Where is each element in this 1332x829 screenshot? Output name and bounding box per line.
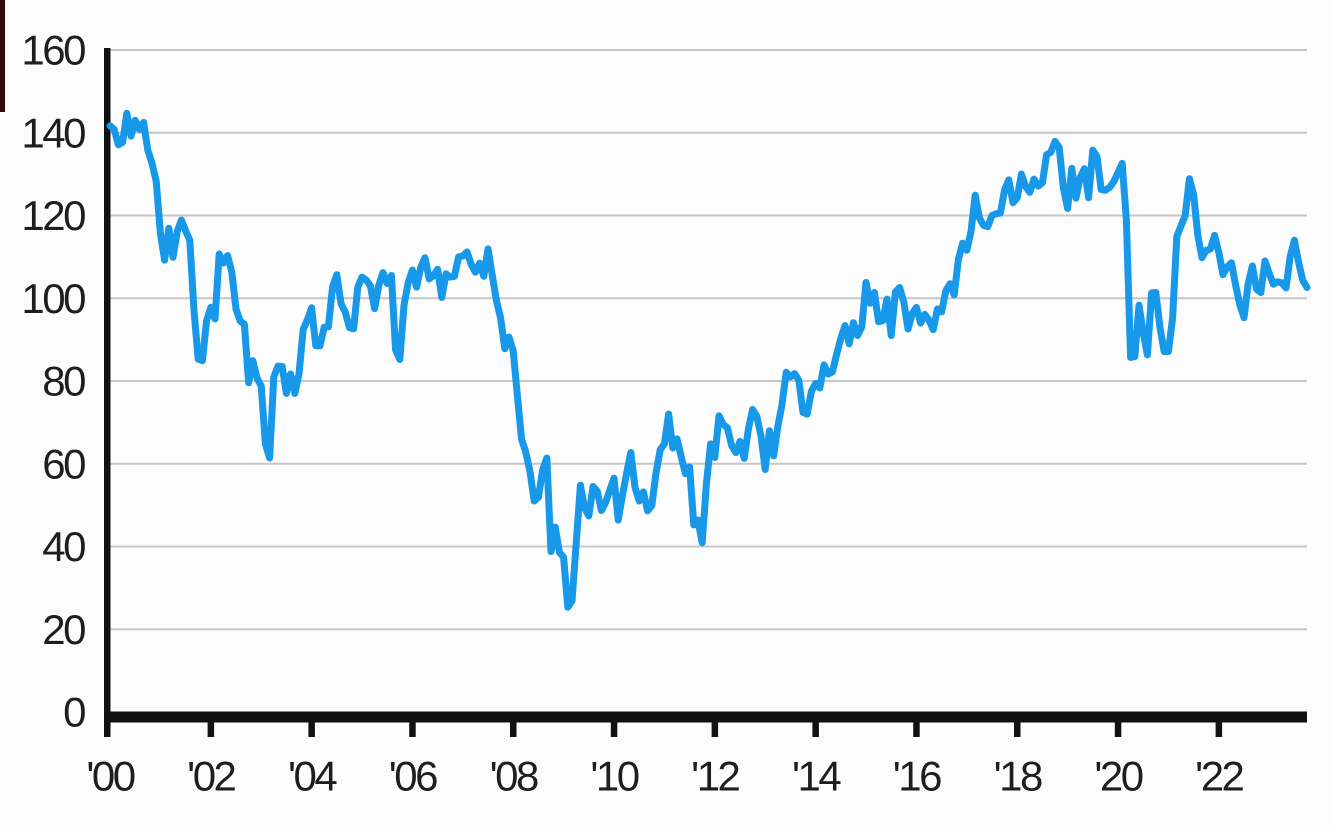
x-axis-tick-label: '10 — [590, 753, 638, 800]
x-axis-tick-label: '18 — [994, 753, 1042, 800]
y-axis-tick-label: 80 — [42, 358, 85, 405]
x-axis-tick — [1114, 722, 1122, 737]
left-edge-artifact — [0, 0, 5, 112]
y-axis-tick-label: 40 — [42, 523, 85, 570]
x-axis-tick — [711, 722, 719, 737]
x-axis-tick — [308, 722, 315, 737]
x-axis-tick — [1215, 722, 1223, 737]
x-axis-tick-label: '00 — [86, 753, 134, 800]
y-axis-line — [104, 48, 111, 737]
y-axis-tick-label: 100 — [21, 275, 85, 322]
x-axis-tick-label: '12 — [691, 753, 739, 800]
y-axis-tick-label: 0 — [63, 689, 85, 736]
y-axis-tick-label: 60 — [42, 440, 85, 487]
y-axis-tick-label: 20 — [42, 606, 85, 653]
x-axis-tick-label: '20 — [1094, 753, 1142, 800]
x-axis-tick-label: '06 — [389, 753, 437, 800]
x-axis-tick — [510, 722, 517, 737]
y-axis-tick-label: 120 — [21, 192, 85, 239]
x-axis-tick-label: '08 — [490, 753, 538, 800]
x-axis-tick-label: '22 — [1195, 753, 1243, 800]
x-axis-tick — [812, 722, 819, 737]
series-line — [106, 109, 1311, 611]
x-axis-tick-label: '16 — [893, 753, 941, 800]
x-axis-tick — [207, 722, 215, 737]
x-axis-tick-label: '02 — [187, 753, 235, 800]
x-axis-tick — [610, 722, 618, 737]
x-axis-tick — [409, 722, 416, 737]
x-axis-line — [104, 711, 1307, 723]
x-axis-tick — [1014, 722, 1021, 737]
y-axis-tick-label: 160 — [21, 27, 85, 74]
x-axis-tick — [913, 722, 920, 737]
x-axis-tick-label: '14 — [792, 753, 841, 800]
y-axis-tick-label: 140 — [21, 109, 85, 156]
x-axis-tick-label: '04 — [288, 753, 337, 800]
